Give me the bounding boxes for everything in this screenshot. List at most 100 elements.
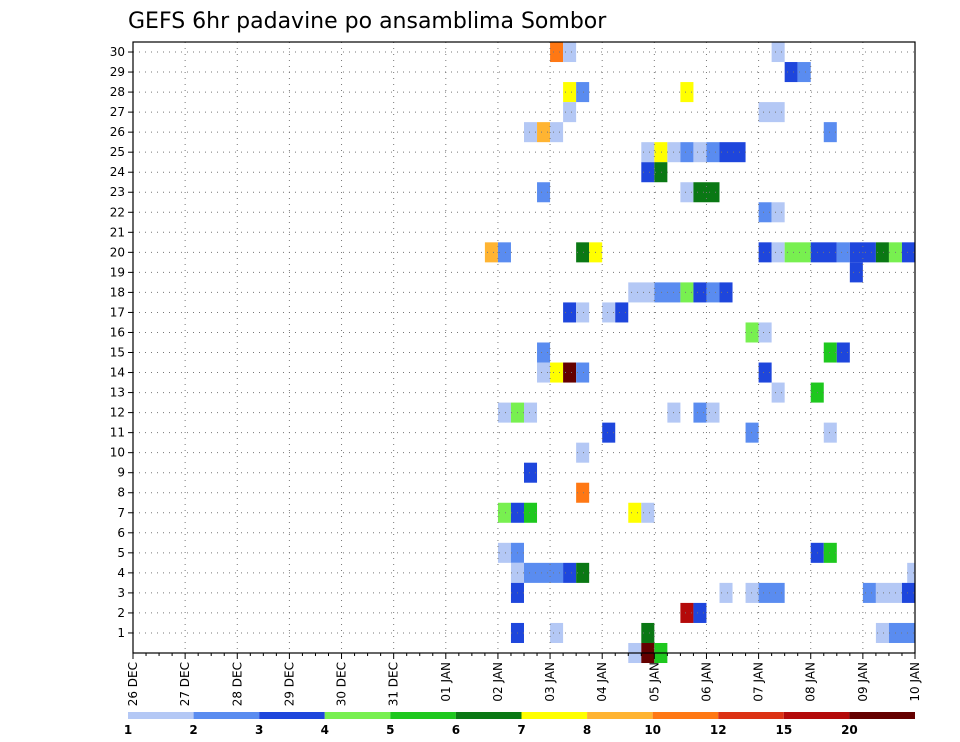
colorbar-label: 6 [452, 723, 460, 737]
precip-cell [550, 622, 564, 643]
y-axis-ticks: 1234567891011121314151617181920212223242… [110, 45, 133, 640]
precip-cell [628, 282, 655, 303]
y-tick-label: 19 [110, 265, 125, 279]
precip-cell [693, 282, 707, 303]
colorbar-segment [783, 712, 850, 719]
y-tick-label: 23 [110, 185, 125, 199]
precip-cell [875, 582, 902, 603]
precip-cell [537, 122, 551, 143]
y-tick-label: 11 [110, 426, 125, 440]
x-tick-label: 06 JAN [699, 662, 713, 702]
y-tick-label: 6 [117, 526, 125, 540]
precip-cell [862, 582, 876, 603]
colorbar-label: 15 [775, 723, 792, 737]
precip-cell [680, 142, 694, 163]
colorbar-label: 3 [255, 723, 263, 737]
precip-cell [771, 42, 785, 63]
colorbar-label: 20 [841, 723, 858, 737]
grid-lines [133, 42, 915, 653]
precip-cell [784, 62, 798, 83]
precip-cell [537, 362, 551, 383]
colorbar-segment [193, 712, 260, 719]
precip-cell [563, 42, 577, 63]
precip-cell [641, 162, 655, 183]
y-tick-label: 7 [117, 506, 125, 520]
precip-cell [823, 542, 837, 563]
precip-cell [823, 422, 837, 443]
precip-cell [550, 42, 564, 63]
colorbar-label: 1 [124, 723, 132, 737]
colorbar-segment [390, 712, 456, 719]
precip-cell [823, 342, 837, 363]
y-tick-label: 10 [110, 446, 125, 460]
y-tick-label: 13 [110, 386, 125, 400]
y-tick-label: 5 [117, 546, 125, 560]
precip-cell [576, 562, 590, 583]
precip-cell [901, 242, 915, 263]
precip-cell [680, 182, 694, 203]
y-tick-label: 20 [110, 245, 125, 259]
colorbar-label: 5 [386, 723, 394, 737]
colorbar-segment [718, 712, 784, 719]
y-tick-label: 8 [117, 486, 125, 500]
precip-cell [901, 582, 915, 603]
precip-cell [537, 342, 551, 363]
precip-cell [576, 362, 590, 383]
y-tick-label: 30 [110, 45, 125, 59]
precip-cell [524, 562, 564, 583]
x-tick-label: 03 JAN [543, 662, 557, 702]
colorbar-segment [849, 712, 915, 719]
y-tick-label: 21 [110, 225, 125, 239]
precip-cell [524, 502, 538, 523]
precip-cell [693, 602, 707, 623]
precip-cell [576, 242, 590, 263]
x-tick-label: 29 DEC [282, 662, 296, 706]
precip-cell [563, 302, 577, 323]
y-tick-label: 3 [117, 586, 125, 600]
precip-cell [875, 242, 889, 263]
precip-cell [836, 242, 850, 263]
y-tick-label: 14 [110, 366, 125, 380]
y-tick-label: 22 [110, 205, 125, 219]
colorbar-label: 8 [583, 723, 591, 737]
colorbar-segment [652, 712, 719, 719]
precip-cell [875, 622, 889, 643]
y-tick-label: 26 [110, 125, 125, 139]
x-axis-ticks: 26 DEC 27 DEC 28 DEC 29 DEC 30 DEC 31 DEC 01 J… [126, 653, 922, 706]
colorbar-label: 7 [517, 723, 525, 737]
precip-cell [680, 602, 694, 623]
precip-cell [563, 102, 577, 123]
precip-cell [849, 262, 863, 283]
x-tick-label: 08 JAN [804, 662, 818, 702]
chart-title: GEFS 6hr padavine po ansamblima Sombor [128, 9, 607, 34]
precip-cell [745, 422, 759, 443]
precip-cell [602, 422, 616, 443]
precip-cell [641, 622, 655, 643]
precip-cell [524, 122, 538, 143]
colorbar: 1 2 3 4 5 6 7 8 10 12 15 20 [124, 712, 915, 737]
precip-cell [758, 242, 772, 263]
precip-cell [615, 302, 629, 323]
precip-cell [628, 502, 642, 523]
precip-cell [719, 582, 733, 603]
precip-cell [758, 362, 772, 383]
y-tick-label: 29 [110, 65, 125, 79]
precip-cell [497, 502, 511, 523]
x-tick-label: 02 JAN [491, 662, 505, 702]
precip-cell [693, 402, 707, 423]
precip-cell [771, 242, 785, 263]
precip-cell [719, 282, 733, 303]
x-tick-label: 31 DEC [387, 662, 401, 706]
precip-cell [654, 162, 668, 183]
precip-cell [745, 582, 759, 603]
x-tick-label: 04 JAN [595, 662, 609, 702]
y-tick-label: 15 [110, 346, 125, 360]
precip-cell [563, 82, 577, 103]
colorbar-label: 12 [710, 723, 727, 737]
colorbar-segment [259, 712, 325, 719]
precip-cell [497, 542, 511, 563]
y-tick-label: 18 [110, 285, 125, 299]
y-tick-label: 17 [110, 305, 125, 319]
y-tick-label: 9 [117, 466, 125, 480]
x-tick-label: 26 DEC [126, 662, 140, 706]
